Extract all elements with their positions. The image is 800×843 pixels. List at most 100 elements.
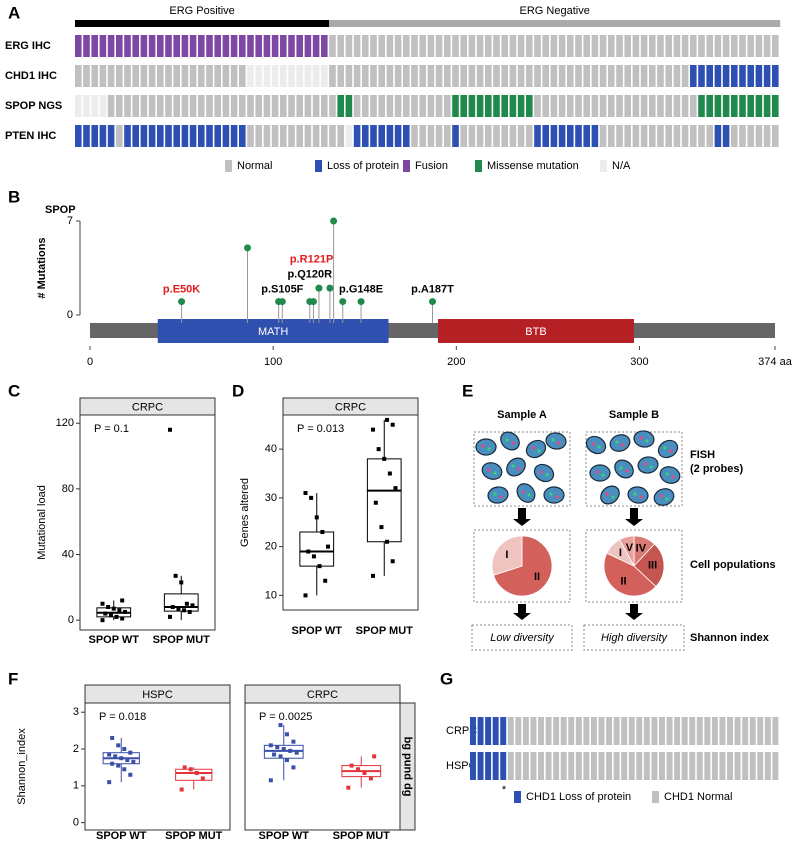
plot-frame — [79, 414, 216, 631]
probe-dot — [481, 444, 485, 448]
cell — [719, 717, 726, 745]
cell — [206, 125, 213, 147]
data-point — [125, 758, 130, 763]
cell — [280, 125, 287, 147]
row-label: PTEN IHC — [5, 130, 56, 142]
data-point — [368, 776, 373, 781]
cell — [632, 95, 640, 117]
cell — [522, 717, 529, 745]
data-point — [187, 609, 192, 614]
cell — [435, 65, 443, 87]
legend-swatch — [225, 160, 232, 172]
cell — [206, 95, 213, 117]
p-value: P = 0.018 — [99, 711, 146, 723]
cell — [206, 35, 213, 57]
cell — [665, 65, 672, 87]
pie-slice — [603, 552, 657, 597]
data-point — [275, 745, 280, 750]
cell-icon — [475, 438, 497, 456]
cell — [583, 752, 590, 780]
data-point — [123, 609, 127, 614]
cell — [649, 65, 656, 87]
data-point — [314, 515, 319, 520]
data-point — [311, 554, 316, 559]
cell — [689, 717, 696, 745]
cell-icon — [525, 439, 547, 459]
legend-label: CHD1 Normal — [664, 791, 732, 803]
cell — [296, 125, 303, 147]
cell — [91, 35, 98, 57]
x-tick-label: SPOP WT — [96, 830, 147, 842]
cell — [706, 65, 713, 87]
panel-label: B — [8, 187, 20, 206]
cell — [386, 95, 394, 117]
mutation-dot — [330, 217, 338, 225]
cell — [553, 752, 560, 780]
cell — [362, 125, 369, 147]
cell — [755, 125, 763, 147]
cell — [624, 95, 631, 117]
cell — [590, 717, 597, 745]
x-tick-label: SPOP MUT — [153, 634, 211, 646]
cell — [337, 125, 344, 147]
cell — [444, 35, 451, 57]
cell — [665, 35, 672, 57]
cell — [742, 717, 749, 745]
cell — [173, 65, 180, 87]
cell — [583, 65, 590, 87]
cell — [435, 95, 443, 117]
cell — [321, 65, 328, 87]
y-axis-label: Shannon_index — [16, 728, 28, 805]
cell — [583, 35, 590, 57]
mutation-label: p.G148E — [339, 283, 383, 295]
cell — [714, 35, 722, 57]
box — [163, 593, 199, 612]
cell — [509, 35, 517, 57]
cell — [181, 125, 189, 147]
header-label: ERG Negative — [520, 5, 590, 17]
cell — [567, 35, 574, 57]
cell — [722, 65, 730, 87]
cell — [148, 95, 156, 117]
panel-label: A — [8, 3, 20, 22]
probe-dot — [645, 439, 649, 443]
chart-title: SPOP — [45, 204, 76, 216]
panel-label: D — [232, 381, 244, 400]
data-point — [182, 608, 187, 613]
cell — [91, 65, 98, 87]
cell — [714, 125, 722, 147]
cell — [353, 35, 361, 57]
cell — [181, 95, 189, 117]
arrow — [513, 604, 531, 620]
cell — [189, 65, 197, 87]
data-point — [320, 530, 325, 534]
mutation-dot — [178, 298, 186, 306]
pie-label: IV — [636, 543, 647, 555]
cell — [362, 65, 369, 87]
cell — [345, 95, 353, 117]
cell — [493, 95, 500, 117]
y-tick-label: 120 — [56, 417, 74, 429]
cell — [568, 752, 575, 780]
cell — [485, 65, 492, 87]
probe-dot — [625, 469, 629, 473]
data-point — [116, 763, 121, 768]
cell — [608, 65, 615, 87]
data-point — [120, 616, 125, 621]
data-point — [349, 763, 354, 768]
fish-box — [585, 431, 683, 507]
cell — [444, 95, 451, 117]
y-tick-label: 1 — [73, 780, 79, 792]
probe-dot — [521, 490, 525, 494]
side-strip-label: bg pund dg — [402, 737, 414, 797]
data-point — [379, 525, 384, 530]
cell — [312, 65, 320, 87]
cell — [345, 125, 353, 147]
mutation-dot — [278, 298, 286, 306]
cell — [696, 752, 703, 780]
cell — [476, 125, 484, 147]
cell — [230, 35, 238, 57]
cell — [613, 717, 620, 745]
cell — [83, 95, 90, 117]
cell — [288, 95, 295, 117]
